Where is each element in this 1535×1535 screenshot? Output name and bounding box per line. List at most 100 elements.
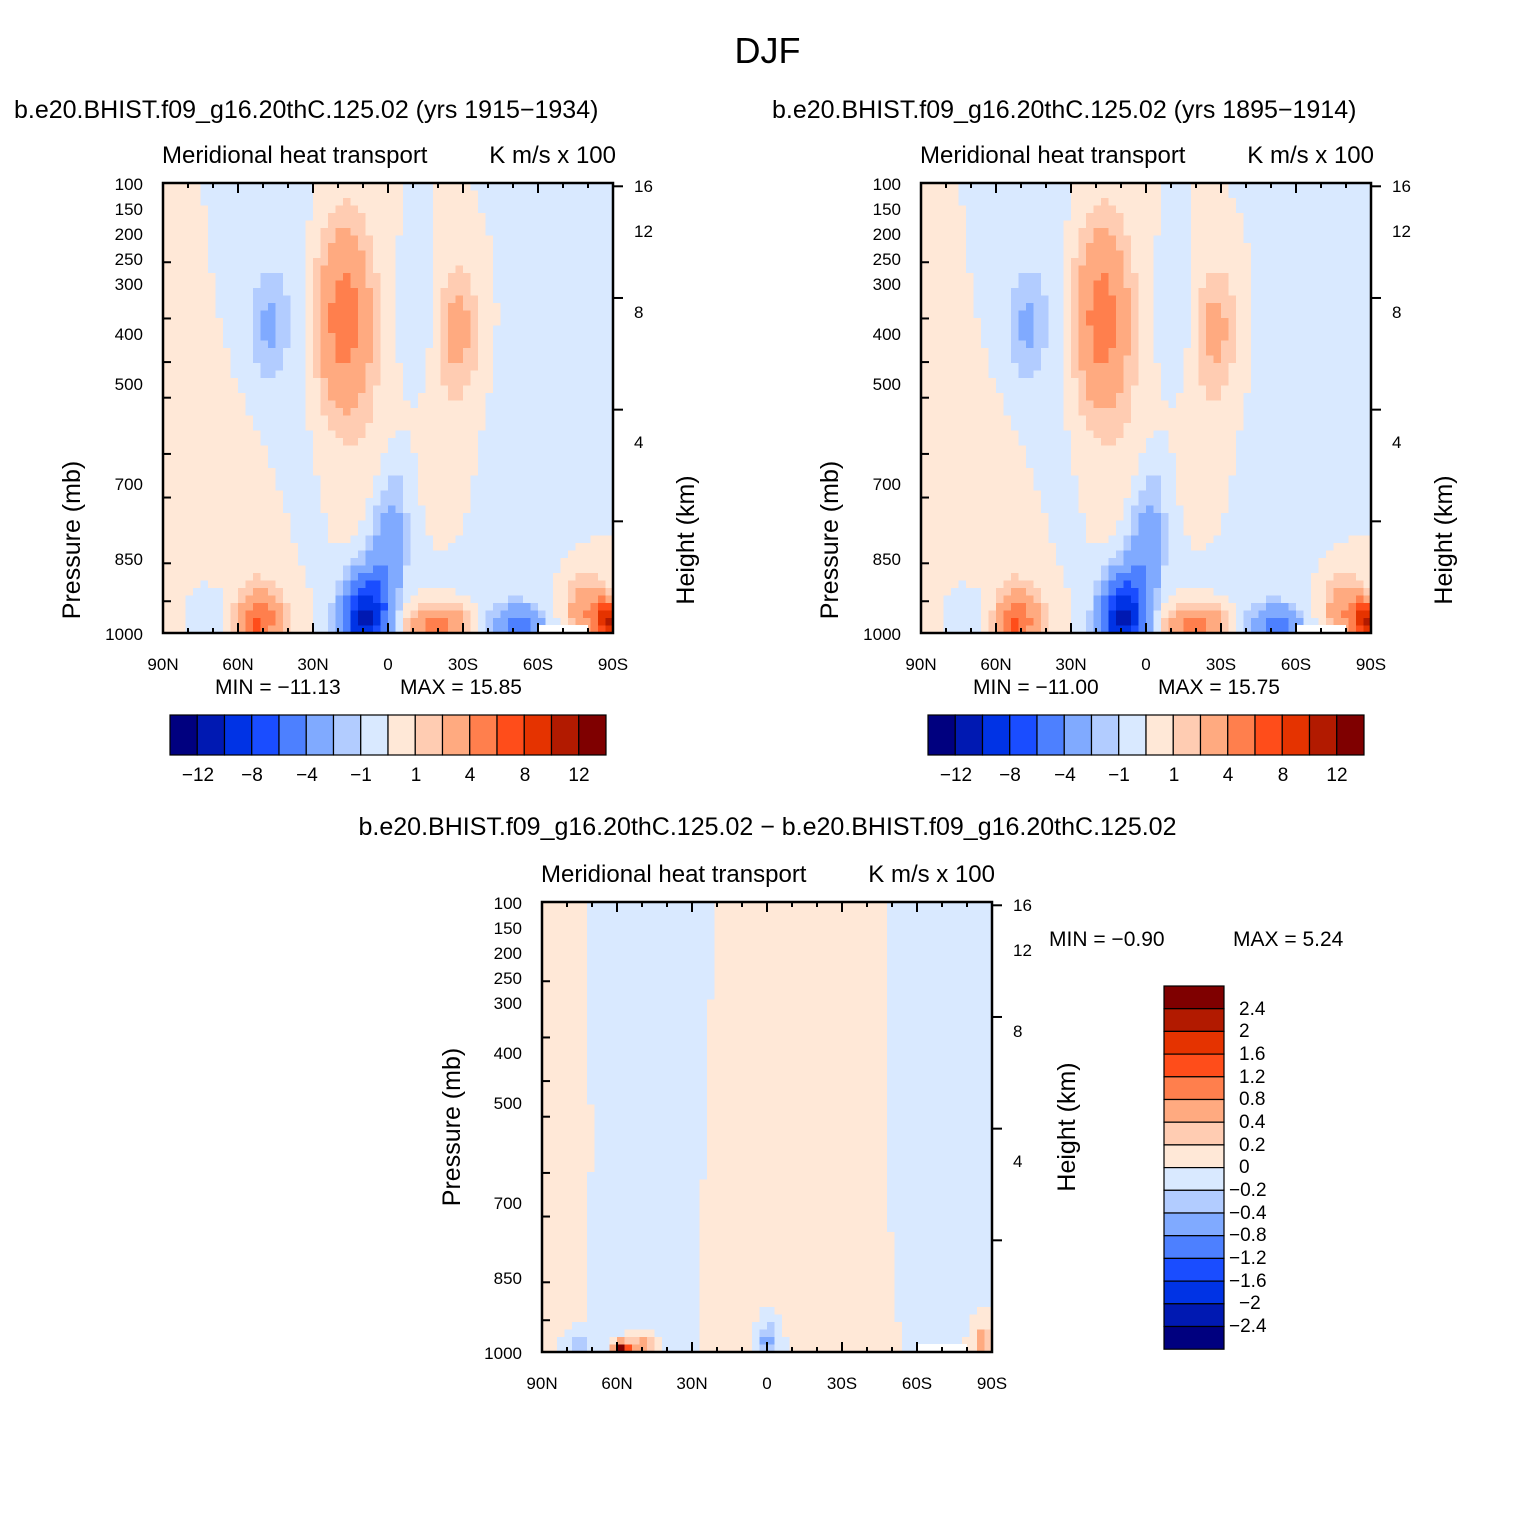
contour-cell	[583, 408, 592, 417]
contour-cell	[1281, 288, 1290, 297]
contour-cell	[1206, 213, 1215, 222]
contour-cell	[418, 355, 427, 364]
contour-cell	[163, 520, 172, 529]
contour-cell	[553, 565, 562, 574]
contour-cell	[1341, 220, 1350, 229]
contour-cell	[335, 355, 344, 364]
contour-cell	[523, 573, 532, 582]
contour-cell	[238, 370, 247, 379]
contour-cell	[410, 408, 419, 417]
contour-cell	[298, 280, 307, 289]
contour-cell	[1048, 295, 1057, 304]
contour-cell	[200, 363, 209, 372]
contour-cell	[425, 288, 434, 297]
contour-cell	[395, 310, 404, 319]
contour-cell	[928, 190, 937, 199]
contour-cell	[560, 190, 569, 199]
contour-cell	[268, 325, 277, 334]
contour-cell	[305, 385, 314, 394]
contour-cell	[433, 453, 442, 462]
contour-cell	[283, 355, 292, 364]
contour-cell	[545, 550, 554, 559]
contour-cell	[335, 543, 344, 552]
contour-cell	[936, 183, 945, 192]
contour-cell	[478, 625, 487, 634]
contour-cell	[568, 588, 577, 597]
contour-cell	[418, 265, 427, 274]
contour-cell	[493, 213, 502, 222]
contour-cell	[365, 430, 374, 439]
contour-cell	[433, 340, 442, 349]
contour-cell	[500, 573, 509, 582]
contour-cell	[245, 445, 254, 454]
contour-cell	[223, 520, 232, 529]
contour-cell	[365, 250, 374, 259]
contour-cell	[163, 468, 172, 477]
contour-cell	[568, 513, 577, 522]
contour-cell	[1363, 273, 1372, 282]
contour-cell	[185, 340, 194, 349]
contour-cell	[1048, 265, 1057, 274]
contour-cell	[433, 430, 442, 439]
contour-cell	[343, 333, 352, 342]
contour-cell	[981, 273, 990, 282]
contour-cell	[433, 325, 442, 334]
contour-cell	[245, 183, 254, 192]
contour-cell	[223, 445, 232, 454]
contour-cell	[530, 415, 539, 424]
contour-cell	[328, 520, 337, 529]
contour-cell	[951, 213, 960, 222]
contour-cell	[553, 235, 562, 244]
contour-cell	[500, 318, 509, 327]
contour-cell	[1153, 213, 1162, 222]
contour-cell	[230, 280, 239, 289]
contour-cell	[1041, 325, 1050, 334]
contour-cell	[388, 348, 397, 357]
contour-cell	[598, 445, 607, 454]
contour-cell	[253, 453, 262, 462]
contour-cell	[493, 520, 502, 529]
contour-cell	[1018, 205, 1027, 214]
contour-cell	[260, 468, 269, 477]
contour-cell	[178, 250, 187, 259]
contour-cell	[598, 603, 607, 612]
contour-cell	[260, 273, 269, 282]
contour-cell	[966, 348, 975, 357]
contour-cell	[1198, 303, 1207, 312]
contour-cell	[305, 325, 314, 334]
contour-cell	[455, 430, 464, 439]
contour-cell	[996, 295, 1005, 304]
contour-cell	[1266, 340, 1275, 349]
contour-cell	[230, 393, 239, 402]
contour-cell	[208, 475, 217, 484]
contour-cell	[245, 438, 254, 447]
contour-cell	[943, 288, 952, 297]
contour-cell	[1228, 205, 1237, 214]
contour-cell	[403, 490, 412, 499]
contour-cell	[1221, 325, 1230, 334]
contour-cell	[260, 310, 269, 319]
contour-cell	[508, 213, 517, 222]
contour-cell	[921, 243, 930, 252]
contour-cell	[313, 528, 322, 537]
contour-cell	[1221, 273, 1230, 282]
contour-cell	[568, 573, 577, 582]
contour-cell	[1243, 325, 1252, 334]
contour-cell	[230, 610, 239, 619]
contour-cell	[440, 385, 449, 394]
contour-cell	[598, 400, 607, 409]
contour-cell	[230, 378, 239, 387]
contour-cell	[1296, 213, 1305, 222]
contour-cell	[425, 445, 434, 454]
contour-cell	[395, 258, 404, 267]
contour-cell	[245, 250, 254, 259]
contour-cell	[605, 618, 614, 627]
contour-cell	[1078, 295, 1087, 304]
contour-cell	[560, 340, 569, 349]
contour-cell	[418, 333, 427, 342]
contour-cell	[1018, 295, 1027, 304]
contour-cell	[1243, 183, 1252, 192]
contour-cell	[388, 393, 397, 402]
contour-cell	[1138, 333, 1147, 342]
contour-cell	[575, 378, 584, 387]
